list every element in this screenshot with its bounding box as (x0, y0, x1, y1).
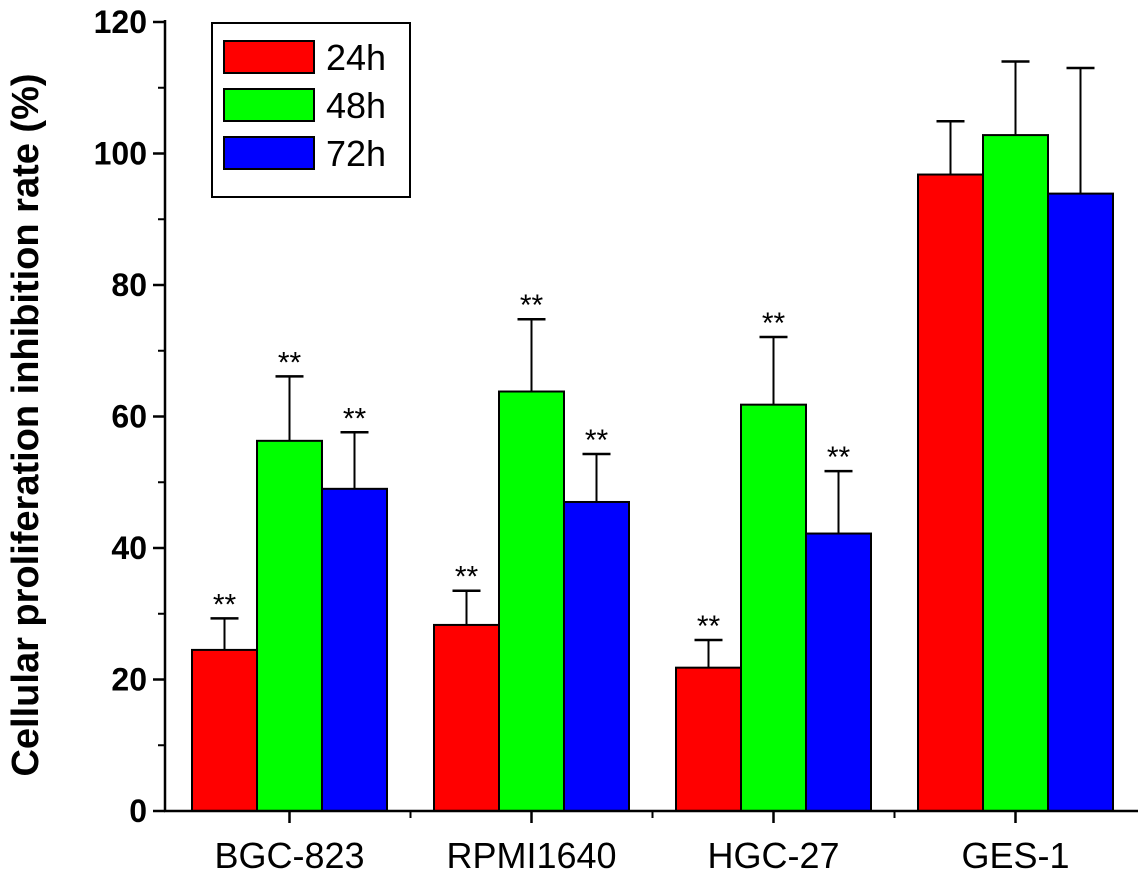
legend-label: 72h (326, 133, 386, 174)
y-tick-label: 40 (111, 530, 147, 566)
y-tick-label: 0 (129, 793, 147, 829)
significance-label: ** (697, 610, 721, 643)
significance-label: ** (278, 346, 302, 379)
legend-label: 24h (326, 37, 386, 78)
bar-24h-BGC-823 (191, 648, 258, 812)
bar-48h-BGC-823 (256, 439, 323, 812)
bar-72h-GES-1 (1047, 192, 1114, 813)
bar-24h-RPMI1640 (433, 623, 500, 812)
bar-48h-HGC-27 (740, 403, 807, 812)
significance-label: ** (585, 424, 609, 457)
plot-area: ** ** ** ** ** ** ** ** ** 0 20 40 60 80 100 120 BGC-823… (94, 4, 1138, 876)
significance-label: ** (520, 289, 544, 322)
x-tick-label: GES-1 (961, 835, 1069, 876)
bar-48h-RPMI1640 (498, 390, 565, 812)
bar-48h-GES-1 (982, 134, 1049, 812)
significance-label: ** (455, 561, 479, 594)
legend-swatch-48h (223, 88, 315, 122)
legend-swatch-72h (223, 136, 315, 170)
significance-label: ** (827, 441, 851, 474)
x-tick-label: HGC-27 (707, 835, 839, 876)
y-tick-label: 80 (111, 267, 147, 303)
bar-24h-HGC-27 (675, 666, 742, 812)
bar-72h-HGC-27 (805, 532, 872, 812)
legend-swatch-24h (223, 40, 315, 74)
x-tick-label: BGC-823 (214, 835, 364, 876)
y-tick-label: 20 (111, 662, 147, 698)
significance-label: ** (213, 588, 237, 621)
legend: 24h 48h 72h (211, 22, 411, 198)
significance-label: ** (343, 402, 367, 435)
y-tick-label: 60 (111, 399, 147, 435)
bar-72h-RPMI1640 (563, 500, 630, 812)
bar-24h-GES-1 (917, 173, 984, 813)
y-tick-label: 120 (94, 4, 147, 40)
legend-label: 48h (326, 85, 386, 126)
significance-label: ** (762, 307, 786, 340)
y-axis-label: Cellular proliferation inhibition rate (… (5, 73, 47, 776)
bar-72h-BGC-823 (321, 487, 388, 812)
y-tick-label: 100 (94, 136, 147, 172)
x-tick-label: RPMI1640 (446, 835, 616, 876)
